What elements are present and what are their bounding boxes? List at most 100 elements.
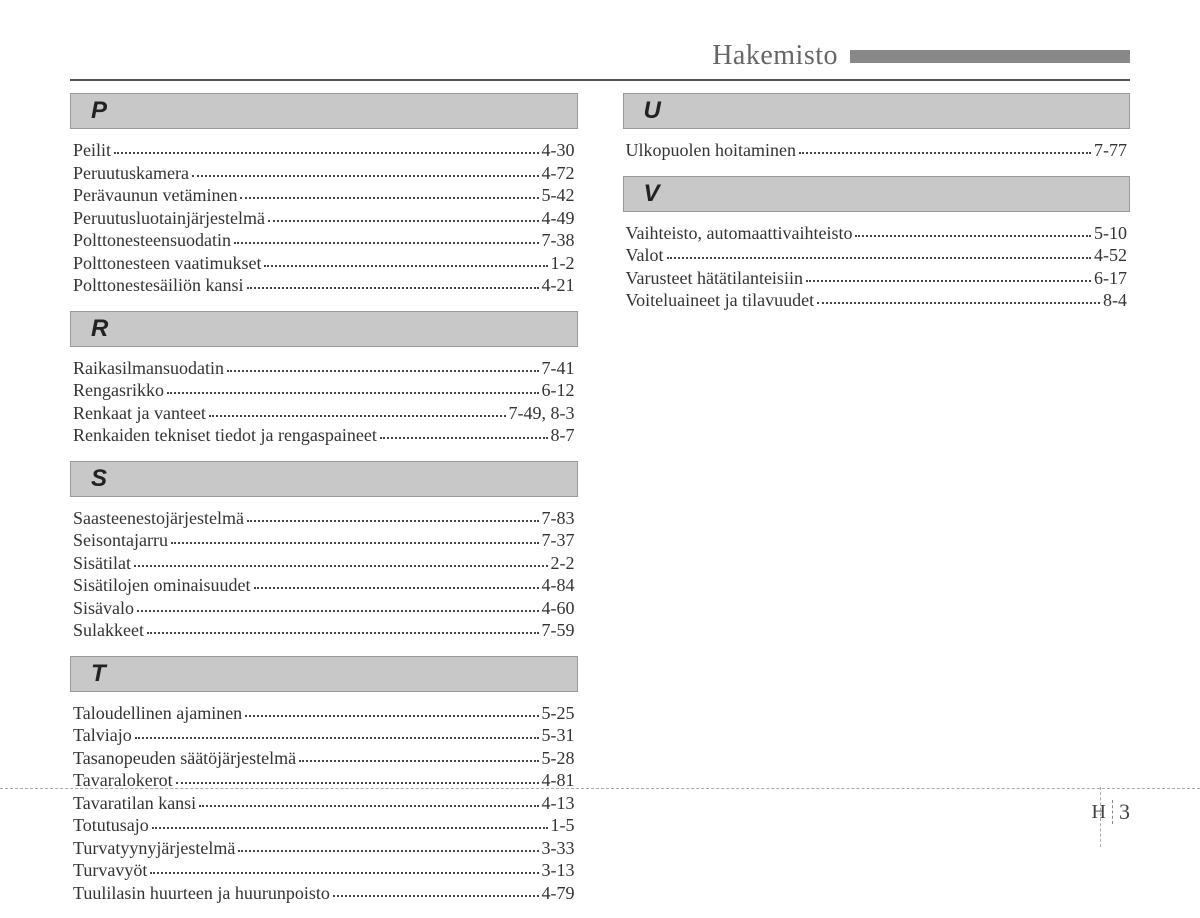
index-entry-page: 4-21 (542, 274, 575, 297)
index-entry: Valot4-52 (626, 244, 1128, 267)
leader-dots (268, 220, 539, 222)
index-entry-label: Rengasrikko (73, 379, 164, 402)
index-entry-page: 6-12 (542, 379, 575, 402)
index-entry: Voiteluaineet ja tilavuudet8-4 (626, 289, 1128, 312)
index-entry-label: Renkaiden tekniset tiedot ja rengaspaine… (73, 424, 377, 447)
index-entry-page: 7-38 (542, 229, 575, 252)
index-section-letter: U (623, 93, 1131, 129)
index-entry-page: 4-79 (542, 882, 575, 905)
index-entry: Peruutuskamera 4-72 (73, 162, 575, 185)
index-entry-label: Valot (626, 244, 664, 267)
index-entry-label: Sisätilojen ominaisuudet (73, 574, 251, 597)
index-entry: Ulkopuolen hoitaminen 7-77 (626, 139, 1128, 162)
index-entry-label: Seisontajarru (73, 529, 168, 552)
index-entry: Sisätilojen ominaisuudet4-84 (73, 574, 575, 597)
leader-dots (238, 850, 538, 852)
index-entry: Renkaat ja vanteet7-49, 8-3 (73, 402, 575, 425)
index-entry: Peruutusluotainjärjestelmä 4-49 (73, 207, 575, 230)
index-entry-label: Turvavyöt (73, 859, 147, 882)
index-entry: Sisävalo4-60 (73, 597, 575, 620)
index-entry: Polttonestesäiliön kansi4-21 (73, 274, 575, 297)
header-rule (70, 79, 1130, 81)
index-entry-label: Vaihteisto, automaattivaihteisto (626, 222, 853, 245)
index-entry-label: Ulkopuolen hoitaminen (626, 139, 796, 162)
leader-dots (147, 632, 539, 634)
index-entry-label: Peilit (73, 139, 111, 162)
index-entry-label: Tuulilasin huurteen ja huurunpoisto (73, 882, 330, 905)
index-entry-page: 7-77 (1094, 139, 1127, 162)
index-entry-label: Sulakkeet (73, 619, 144, 642)
leader-dots (150, 872, 538, 874)
index-entry: Raikasilmansuodatin 7-41 (73, 357, 575, 380)
leader-dots (667, 257, 1092, 259)
index-entry: Tavaratilan kansi 4-13 (73, 792, 575, 815)
index-entries: Ulkopuolen hoitaminen 7-77 (623, 139, 1131, 162)
leader-dots (234, 242, 539, 244)
leader-dots (247, 287, 539, 289)
index-entry: Polttonesteen vaatimukset1-2 (73, 252, 575, 275)
index-entry-label: Peruutuskamera (73, 162, 189, 185)
leader-dots (227, 370, 539, 372)
leader-dots (192, 175, 539, 177)
leader-dots (817, 302, 1100, 304)
index-entry: Tasanopeuden säätöjärjestelmä5-28 (73, 747, 575, 770)
index-entry-label: Totutusajo (73, 814, 149, 837)
index-entry-page: 4-49 (542, 207, 575, 230)
index-entry-page: 7-49, 8-3 (509, 402, 575, 425)
index-entry: Saasteenestojärjestelmä7-83 (73, 507, 575, 530)
leader-dots (240, 197, 538, 199)
index-section-letter: V (623, 176, 1131, 212)
page-container: Hakemisto PPeilit4-30Peruutuskamera4-72P… (0, 0, 1200, 918)
index-entry-label: Tavaratilan kansi (73, 792, 196, 815)
index-entry-label: Sisävalo (73, 597, 134, 620)
leader-dots (333, 895, 539, 897)
index-entry-page: 1-2 (551, 252, 575, 275)
header-decorative-bar (850, 50, 1130, 63)
index-entry-label: Perävaunun vetäminen (73, 184, 237, 207)
leader-dots (264, 265, 547, 267)
index-entry-label: Taloudellinen ajaminen (73, 702, 242, 725)
index-entry-page: 7-41 (542, 357, 575, 380)
index-entry: Turvavyöt 3-13 (73, 859, 575, 882)
footer-separator (1112, 800, 1113, 824)
index-entry: Perävaunun vetäminen 5-42 (73, 184, 575, 207)
index-entry: Seisontajarru7-37 (73, 529, 575, 552)
leader-dots (799, 152, 1091, 154)
leader-dots (171, 542, 539, 544)
index-entry-page: 4-72 (542, 162, 575, 185)
index-entry: Varusteet hätätilanteisiin6-17 (626, 267, 1128, 290)
index-entry: Tuulilasin huurteen ja huurunpoisto 4-79 (73, 882, 575, 905)
index-entry: Taloudellinen ajaminen5-25 (73, 702, 575, 725)
index-entry-label: Raikasilmansuodatin (73, 357, 224, 380)
footer-section-letter: H (1092, 801, 1106, 824)
index-section-letter: T (70, 656, 578, 692)
index-entry-label: Tasanopeuden säätöjärjestelmä (73, 747, 296, 770)
leader-dots (135, 737, 539, 739)
page-footer: H 3 (1092, 799, 1130, 825)
index-section-letter: R (70, 311, 578, 347)
right-column: U Ulkopuolen hoitaminen 7-77 V Vaihteisto, a… (623, 93, 1131, 918)
index-entries: Saasteenestojärjestelmä7-83Seisontajarru… (70, 507, 578, 642)
index-entry-page: 2-2 (551, 552, 575, 575)
index-entry-page: 8-4 (1103, 289, 1127, 312)
index-entry-page: 5-31 (542, 724, 575, 747)
index-entry-page: 4-13 (542, 792, 575, 815)
index-entry-page: 3-33 (542, 837, 575, 860)
index-entry-page: 4-30 (542, 139, 575, 162)
index-entry: Totutusajo1-5 (73, 814, 575, 837)
index-entry-page: 3-13 (542, 859, 575, 882)
index-entry-label: Peruutusluotainjärjestelmä (73, 207, 265, 230)
index-section-letter: P (70, 93, 578, 129)
index-entry: Polttonesteensuodatin7-38 (73, 229, 575, 252)
index-entry: Peilit 4-30 (73, 139, 575, 162)
index-entry-page: 7-83 (542, 507, 575, 530)
leader-dots (152, 827, 548, 829)
index-entry-page: 5-10 (1094, 222, 1127, 245)
index-entry: Turvatyynyjärjestelmä3-33 (73, 837, 575, 860)
index-entry: Sulakkeet7-59 (73, 619, 575, 642)
leader-dots (299, 760, 538, 762)
index-entry-page: 5-42 (542, 184, 575, 207)
leader-dots (209, 415, 506, 417)
leader-dots (247, 520, 539, 522)
leader-dots (167, 392, 539, 394)
